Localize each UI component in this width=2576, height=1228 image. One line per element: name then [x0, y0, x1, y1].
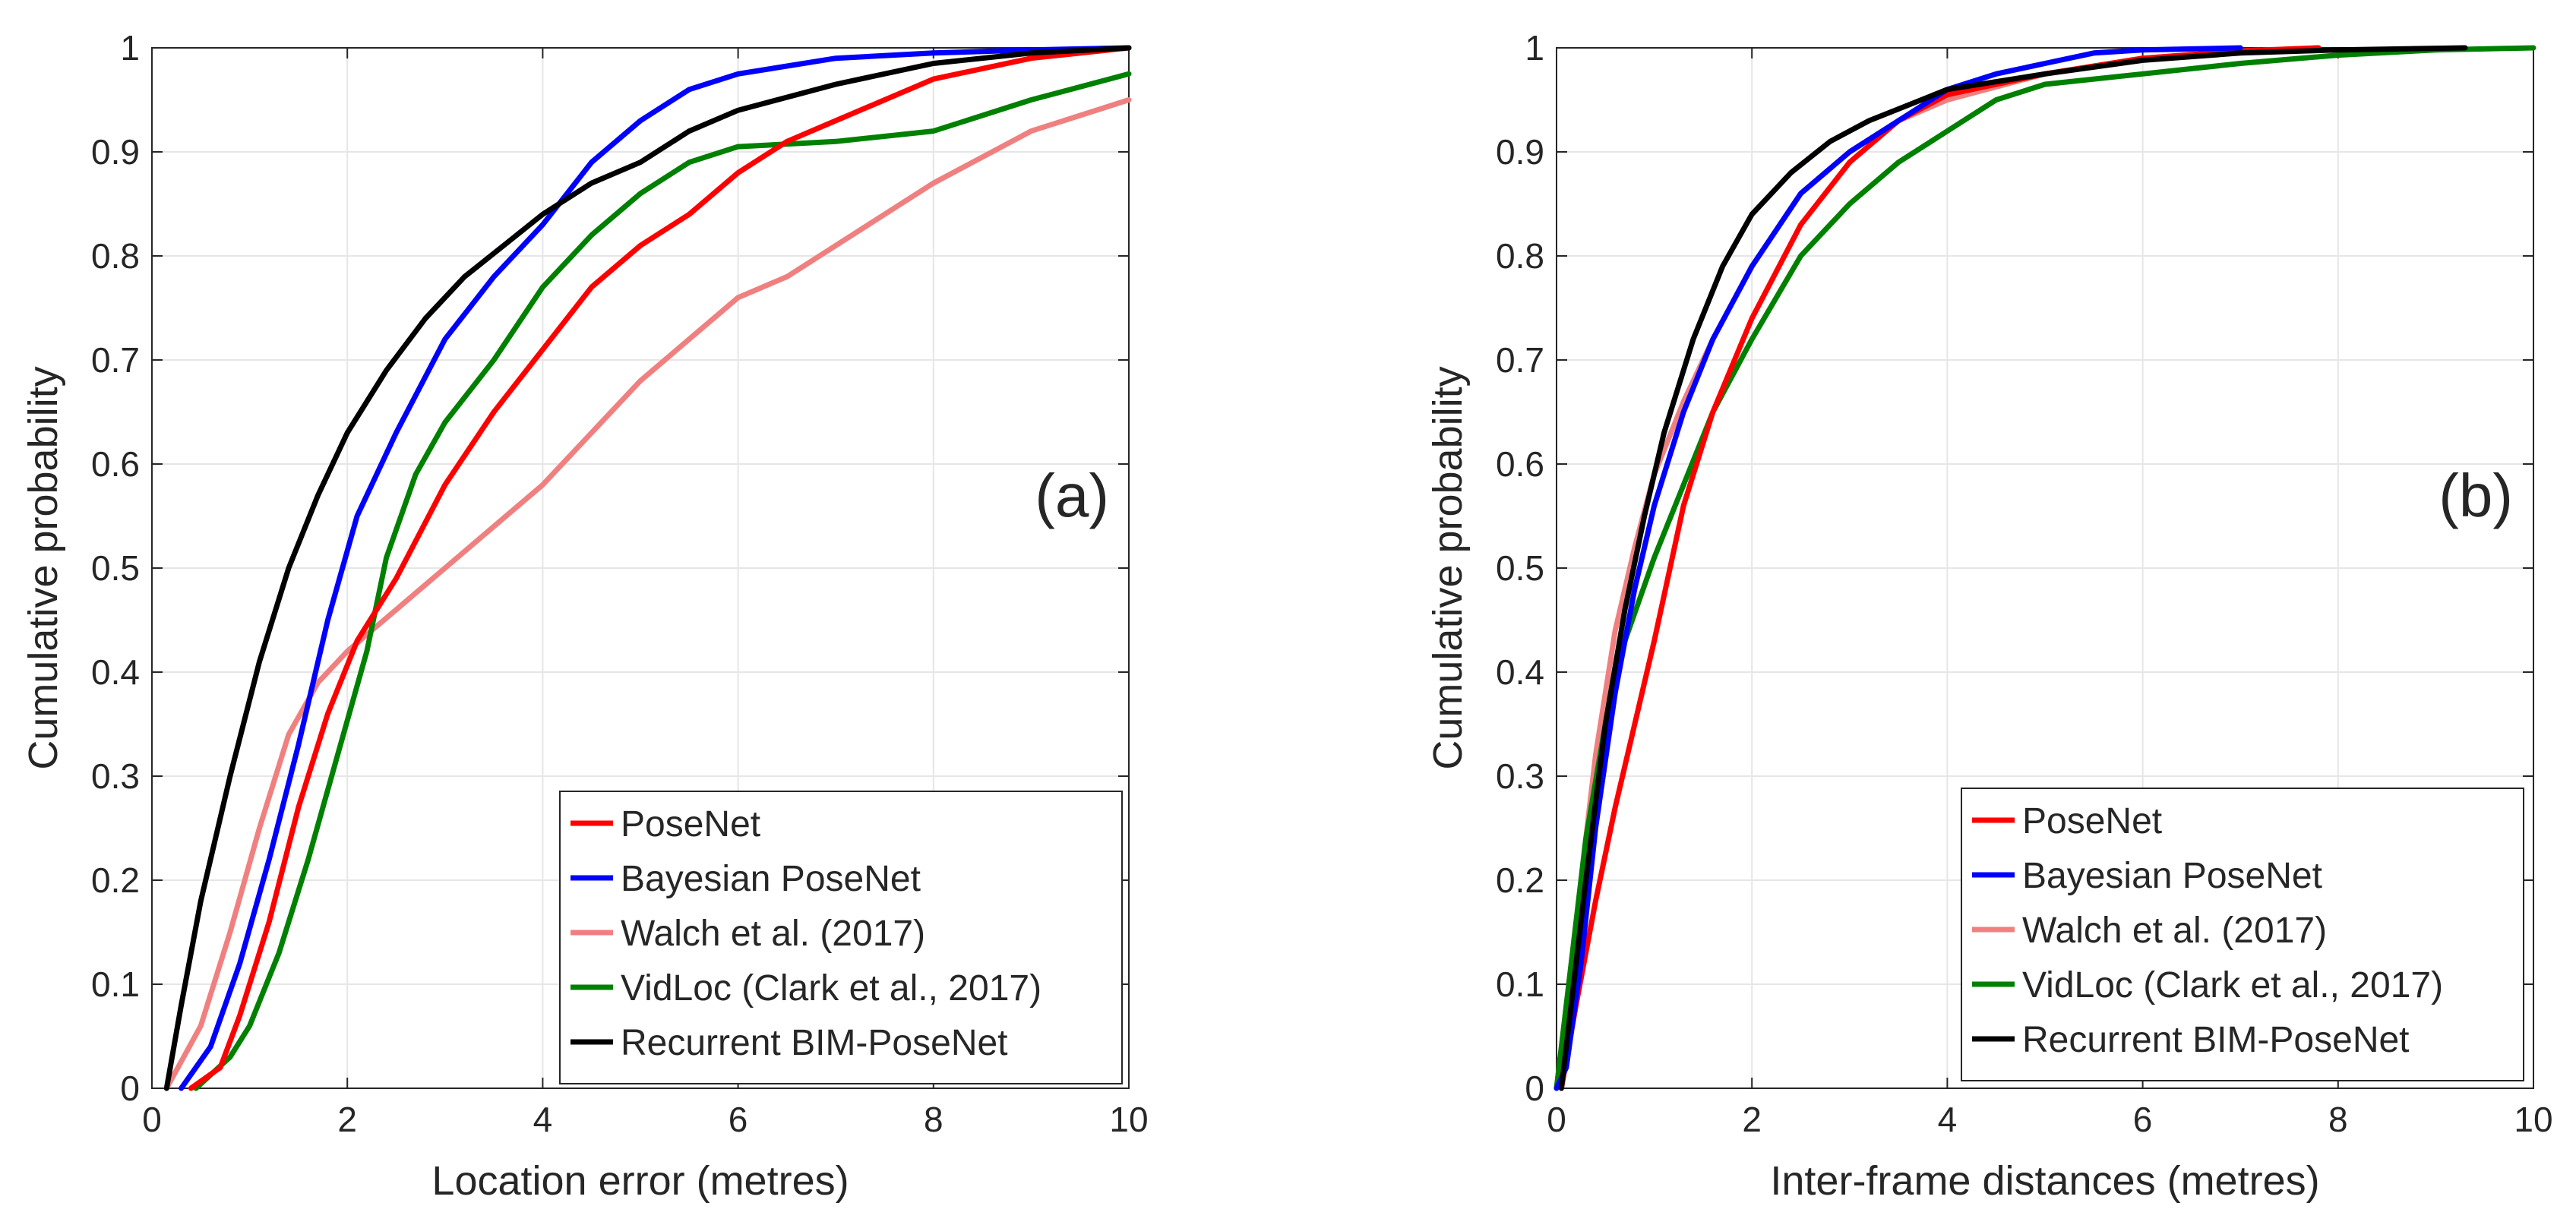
series-line [163, 97, 1132, 1091]
series-line [163, 45, 1132, 1091]
y-axis-label: Cumulative probability [21, 366, 66, 769]
series-line [1558, 45, 2468, 1091]
x-tick-label: 0 [1547, 1100, 1566, 1139]
y-tick-label: 0.5 [91, 548, 140, 588]
y-tick-label: 0.5 [1496, 548, 1544, 588]
x-tick-label: 10 [2514, 1100, 2552, 1139]
y-tick-label: 0.2 [1496, 860, 1544, 900]
legend-entry: Recurrent BIM-PoseNet [2022, 1020, 2410, 1060]
y-tick-label: 0.2 [91, 860, 140, 900]
chart-panel-b: 0 2 4 6 8 10 0 0.1 0.2 0.3 0.4 0.5 0.6 0.7 0.8 0.9 1 Inte… [1425, 28, 2553, 1204]
legend: PoseNet Bayesian PoseNet Walch et al. (201… [559, 791, 1123, 1084]
legend-entry: Walch et al. (2017) [621, 914, 925, 954]
series-line [1554, 45, 2243, 1091]
legend-entry: Bayesian PoseNet [2022, 856, 2322, 896]
x-axis-label: Inter-frame distances (metres) [1770, 1158, 2319, 1204]
y-tick-label: 0 [120, 1069, 140, 1108]
legend-entry: PoseNet [2022, 801, 2162, 841]
x-tick-label: 8 [924, 1100, 943, 1139]
legend: PoseNet Bayesian PoseNet Walch et al. (201… [1961, 788, 2524, 1081]
y-tick-label: 0.1 [91, 964, 140, 1004]
panel-label: (a) [1035, 462, 1109, 529]
legend-box [559, 791, 1123, 1084]
x-axis-label: Location error (metres) [431, 1158, 849, 1204]
y-axis-label: Cumulative probability [1425, 366, 1471, 769]
x-tick-label: 0 [142, 1100, 162, 1139]
y-tick-label: 1 [120, 28, 140, 68]
x-tick-label: 6 [729, 1100, 748, 1139]
x-tick-label: 4 [1938, 1100, 1958, 1139]
legend-entry: Recurrent BIM-PoseNet [621, 1023, 1008, 1063]
y-tick-label: 0.3 [1496, 756, 1544, 796]
legend-entry: VidLoc (Clark et al., 2017) [2022, 965, 2443, 1005]
legend-entry: Bayesian PoseNet [621, 859, 921, 899]
series-line [193, 71, 1132, 1091]
y-tick-label: 0.4 [91, 652, 140, 692]
y-tick-label: 0.1 [1496, 964, 1544, 1004]
panel-label: (b) [2439, 462, 2513, 529]
y-tick-label: 0.6 [1496, 444, 1544, 484]
y-tick-label: 0.7 [1496, 340, 1544, 380]
x-tick-label: 6 [2133, 1100, 2153, 1139]
legend-entry: VidLoc (Clark et al., 2017) [621, 968, 1041, 1009]
y-tick-label: 0.4 [1496, 652, 1544, 692]
y-tick-label: 0.8 [1496, 236, 1544, 276]
y-tick-label: 0.7 [91, 340, 140, 380]
x-tick-label: 4 [533, 1100, 553, 1139]
series-line [188, 45, 1132, 1091]
y-tick-label: 0.6 [91, 444, 140, 484]
y-tick-label: 0 [1525, 1069, 1544, 1108]
y-tick-label: 1 [1525, 28, 1544, 68]
series-line [179, 45, 1132, 1091]
chart-panel-a: 0 2 4 6 8 10 0 0.1 0.2 0.3 0.4 0.5 0.6 0.7 0.8 0.9 1 Loca… [21, 28, 1149, 1204]
legend-box [1961, 788, 2524, 1081]
legend-entry: PoseNet [621, 804, 760, 844]
x-tick-label: 10 [1109, 1100, 1148, 1139]
y-tick-label: 0.9 [1496, 132, 1544, 172]
x-tick-label: 8 [2328, 1100, 2348, 1139]
x-tick-label: 2 [1742, 1100, 1762, 1139]
x-tick-label: 2 [337, 1100, 357, 1139]
y-tick-label: 0.9 [91, 132, 140, 172]
legend-entry: Walch et al. (2017) [2022, 911, 2327, 951]
y-tick-label: 0.8 [91, 236, 140, 276]
y-tick-label: 0.3 [91, 756, 140, 796]
